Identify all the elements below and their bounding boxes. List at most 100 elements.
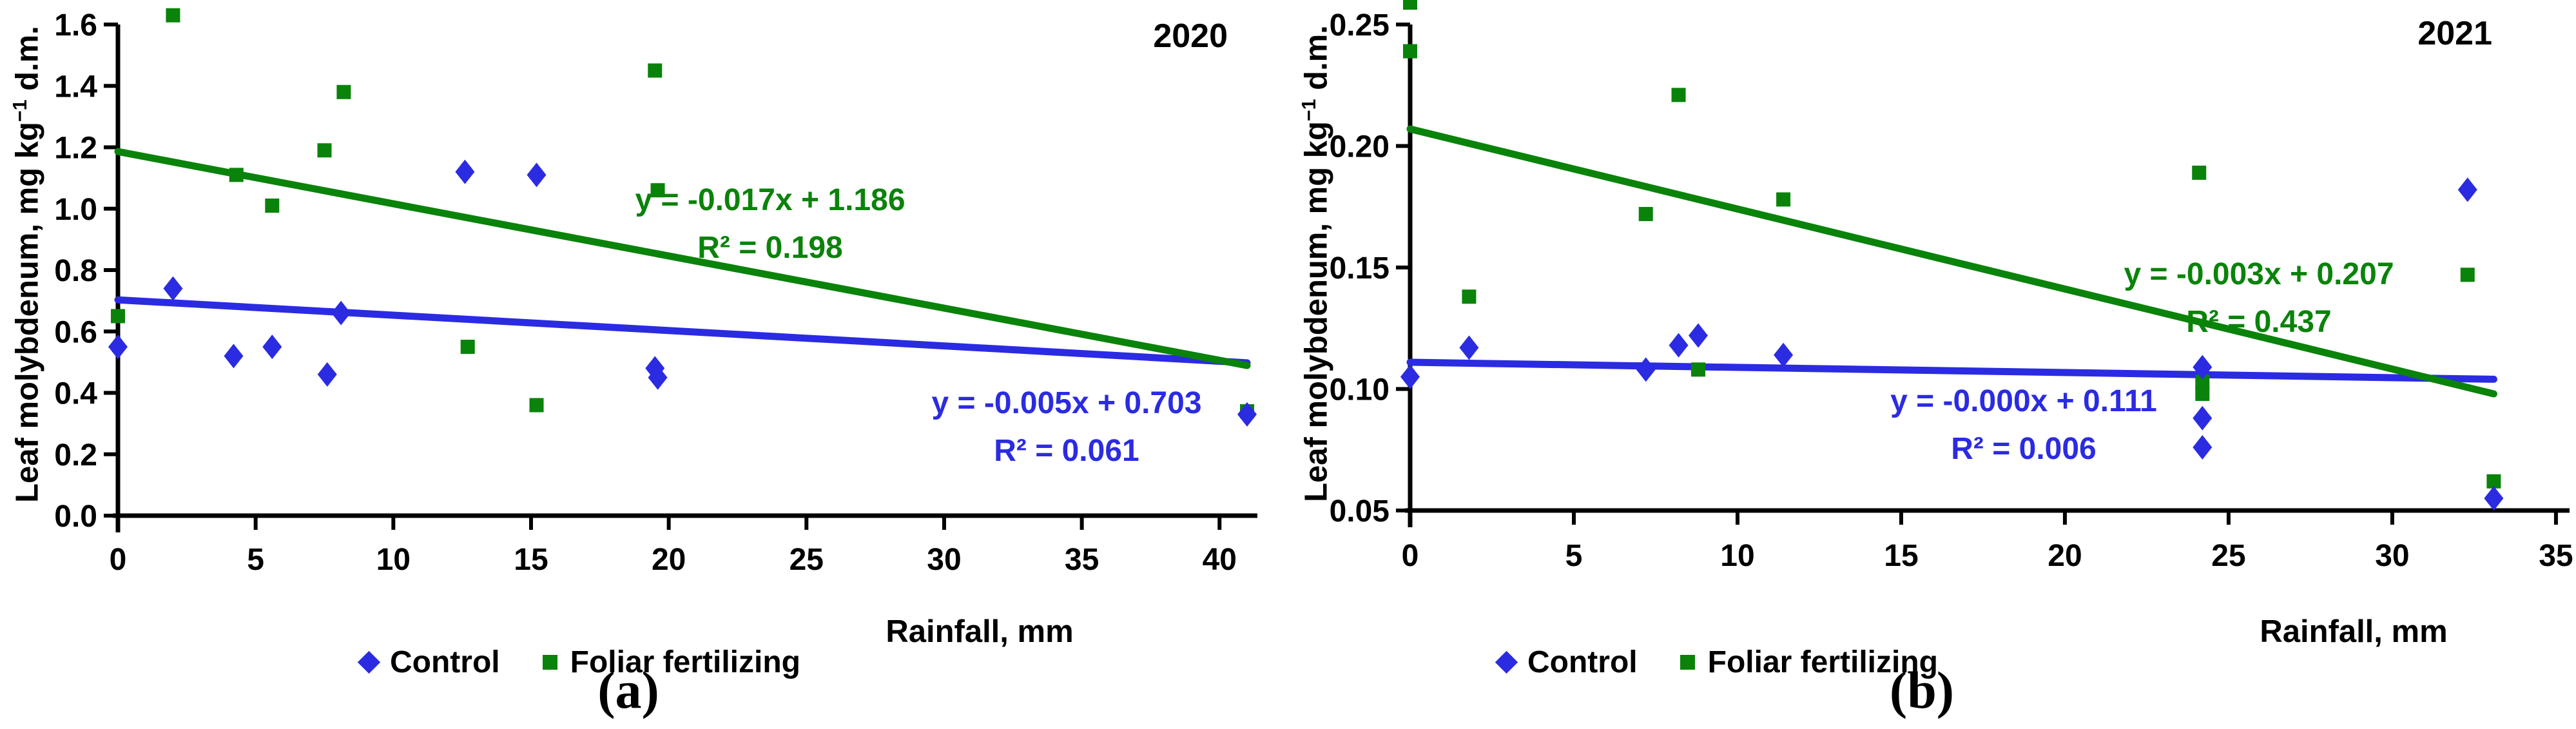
control-point	[1774, 342, 1794, 367]
control-trendline	[1406, 358, 2497, 383]
control-point	[1669, 333, 1689, 358]
foliar-point	[166, 8, 180, 23]
foliar-trendline	[114, 148, 1251, 369]
foliar-point	[2195, 374, 2210, 389]
control-trend-annotation: y = -0.005x + 0.703 R² = 0.061	[931, 380, 1201, 475]
y-tick-label: 0.15	[1330, 251, 1390, 286]
legend-item-control: Control	[357, 645, 500, 680]
control-point	[1400, 364, 1420, 389]
y-tick-label: 0.2	[54, 438, 97, 472]
x-axis-title: Rainfall, mm	[2260, 614, 2448, 649]
x-tick-label: 15	[514, 543, 548, 577]
y-tick-label: 0.6	[54, 315, 97, 349]
foliar-point	[2460, 267, 2475, 282]
year-label: 2021	[2417, 15, 2492, 52]
legend-item-control: Control	[1495, 645, 1638, 680]
y-tick-label: 0.0	[54, 500, 97, 534]
control-diamond-icon	[1495, 650, 1518, 674]
foliar-point	[111, 309, 125, 324]
foliar-square-icon	[1680, 655, 1695, 670]
x-tick-label: 10	[376, 543, 411, 577]
foliar-point	[529, 398, 544, 413]
x-tick-label: 25	[2211, 539, 2245, 573]
y-axis-title: Leaf molybdenum, mg kg−1 d.m.	[1298, 24, 1334, 503]
control-trend-r2: R² = 0.061	[994, 434, 1139, 468]
y-tick-label: 1.0	[54, 193, 97, 227]
x-tick-label: 0	[1402, 539, 1419, 573]
panel-b: 0 5 10 15 20 25 30 35 0.05 0.10 0.15 0.20 0.25 Leaf …	[1283, 0, 2576, 729]
x-tick-label: 25	[789, 543, 824, 577]
foliar-point	[1776, 192, 1791, 207]
control-point	[1689, 323, 1709, 348]
control-trendline	[114, 296, 1251, 367]
x-tick-label: 40	[1203, 543, 1237, 577]
x-tick-label: 15	[1884, 539, 1918, 573]
control-point	[1636, 357, 1656, 382]
y-tick-label: 0.8	[54, 254, 97, 288]
control-diamond-icon	[357, 650, 381, 674]
x-tick-label: 30	[927, 543, 961, 577]
y-axis-title-text: Leaf molybdenum, mg kg	[10, 122, 45, 503]
foliar-point	[1691, 362, 1706, 377]
foliar-point	[1638, 207, 1653, 222]
legend-item-foliar: Foliar fertilizing	[1680, 645, 1938, 680]
control-point	[455, 159, 475, 184]
foliar-trendline	[1406, 125, 2497, 398]
y-tick-label: 1.6	[54, 8, 97, 43]
x-tick-label: 30	[2375, 539, 2409, 573]
control-point	[262, 335, 282, 360]
foliar-trend-annotation: y = -0.017x + 1.186 R² = 0.198	[635, 177, 905, 272]
foliar-point	[317, 143, 332, 158]
control-point	[2193, 405, 2213, 431]
foliar-trend-r2: R² = 0.198	[697, 231, 843, 265]
legend-label-foliar: Foliar fertilizing	[1707, 645, 1938, 679]
foliar-point	[229, 168, 244, 182]
legend-item-foliar: Foliar fertilizing	[542, 645, 800, 680]
foliar-trend-annotation: y = -0.003x + 0.207 R² = 0.437	[2124, 251, 2394, 346]
foliar-point	[1671, 88, 1686, 102]
control-point	[527, 162, 547, 188]
y-tick-label: 0.20	[1330, 130, 1390, 164]
control-point	[1459, 335, 1479, 360]
control-point	[108, 335, 128, 360]
control-trend-r2: R² = 0.006	[1951, 432, 2097, 466]
foliar-point	[650, 183, 665, 198]
x-tick-label: 10	[1720, 539, 1754, 573]
control-trend-equation: y = -0.005x + 0.703	[931, 386, 1202, 420]
control-point	[2193, 434, 2213, 460]
foliar-point	[2195, 387, 2210, 402]
foliar-point	[648, 63, 663, 78]
control-point	[2457, 177, 2477, 202]
x-tick-label: 35	[1065, 543, 1099, 577]
x-axis-title: Rainfall, mm	[886, 614, 1074, 649]
legend-label-foliar: Foliar fertilizing	[570, 645, 800, 679]
panel-caption: (b)	[1889, 661, 1955, 719]
foliar-point	[265, 198, 280, 213]
foliar-point	[336, 84, 351, 99]
x-tick-label: 5	[247, 543, 264, 577]
y-tick-label: 0.4	[54, 377, 97, 411]
control-point	[224, 344, 244, 369]
foliar-square-icon	[542, 655, 557, 670]
y-tick-label: 0.25	[1330, 8, 1390, 43]
scatter-plot-2021: 0 5 10 15 20 25 30 35 0.05 0.10 0.15 0.20 0.25	[1330, 0, 2573, 573]
control-point	[317, 362, 337, 387]
control-trend-annotation: y = -0.000x + 0.111 R² = 0.006	[1890, 378, 2157, 473]
control-trend-equation: y = -0.000x + 0.111	[1890, 384, 2157, 418]
y-axis-title-superscript: −1	[1298, 99, 1320, 122]
y-axis-title-superscript: −1	[9, 99, 31, 122]
control-point	[1237, 402, 1257, 427]
y-axis-title: Leaf molybdenum, mg kg−1 d.m.	[9, 24, 45, 504]
y-tick-label: 1.4	[54, 70, 97, 104]
legend-label-control: Control	[1527, 645, 1638, 679]
y-tick-label: 0.10	[1330, 373, 1390, 407]
foliar-trend-r2: R² = 0.437	[2186, 305, 2332, 339]
legend-label-control: Control	[390, 645, 500, 679]
control-point	[2484, 486, 2504, 511]
foliar-point	[2486, 474, 2501, 489]
foliar-point	[2192, 165, 2207, 180]
x-tick-label: 5	[1565, 539, 1583, 573]
year-label: 2020	[1153, 17, 1228, 55]
control-point	[331, 300, 351, 326]
